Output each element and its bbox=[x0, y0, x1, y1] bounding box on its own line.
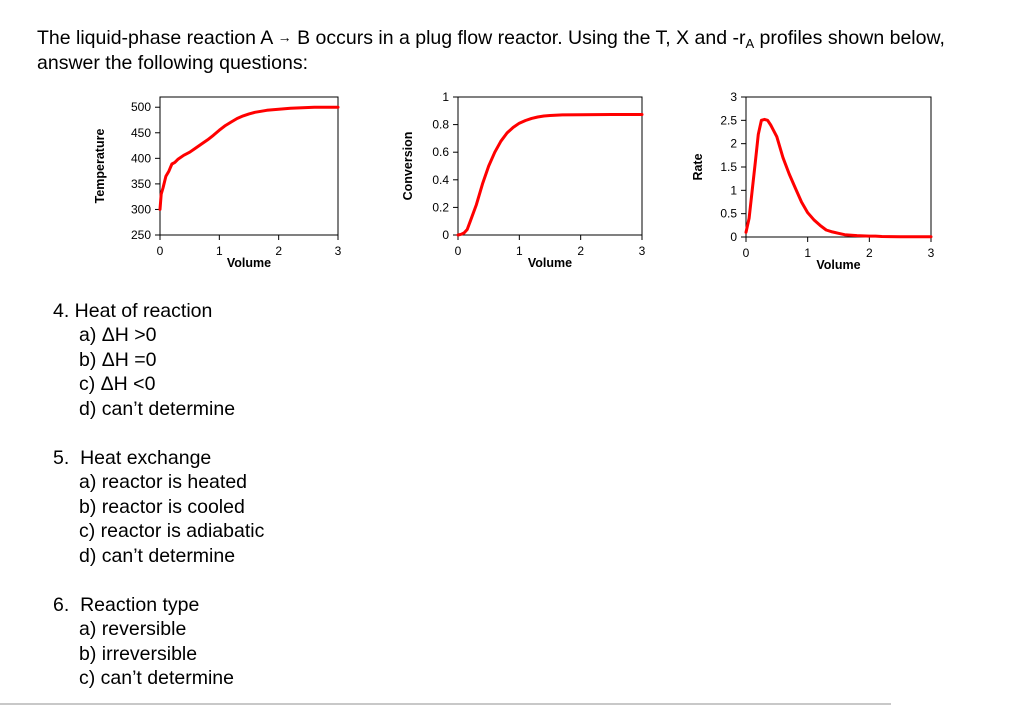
problem-statement-line-1: The liquid-phase reaction A → B occurs i… bbox=[37, 26, 1027, 51]
y-tick-label: 300 bbox=[131, 202, 151, 216]
plot-area bbox=[159, 96, 339, 236]
intro-text-b: B occurs in a plug flow reactor. Using t… bbox=[291, 27, 746, 49]
option-c: c) ΔH <0 bbox=[79, 373, 156, 396]
question-title: 6. Reaction type bbox=[53, 594, 200, 616]
x-tick-label: 0 bbox=[157, 244, 164, 258]
x-tick-label: 2 bbox=[275, 244, 282, 258]
temperature-chart-svg: 250 300 350 400 450 500 0 1 2 3 Volume Temperature bbox=[93, 96, 342, 270]
x-tick-label: 0 bbox=[743, 246, 750, 260]
y-tick-label: 1 bbox=[442, 90, 449, 104]
question-5: 5. Heat exchange a) reactor is heated b)… bbox=[53, 446, 264, 568]
x-tick-label: 1 bbox=[216, 244, 223, 258]
bottom-divider bbox=[0, 703, 891, 705]
y-tick-label: 3 bbox=[730, 90, 737, 104]
x-tick-label: 1 bbox=[804, 246, 811, 260]
option-b: b) reactor is cooled bbox=[79, 495, 245, 518]
option-a: a) ΔH >0 bbox=[79, 324, 157, 347]
option-c: c) reactor is adiabatic bbox=[79, 520, 265, 543]
plot-area bbox=[457, 96, 643, 236]
conversion-chart: 0 0.2 0.4 0.6 0.8 1 0 1 2 3 Volume Conversion bbox=[395, 85, 665, 285]
y-tick-label: 0.2 bbox=[432, 200, 449, 214]
y-tick-label: 400 bbox=[131, 151, 151, 165]
x-tick-label: 3 bbox=[335, 244, 342, 258]
x-tick-label: 0 bbox=[455, 244, 462, 258]
plot-area bbox=[745, 96, 932, 238]
option-d: d) can’t determine bbox=[79, 397, 236, 420]
y-tick-label: 500 bbox=[131, 100, 151, 114]
x-axis-label: Volume bbox=[528, 256, 572, 270]
data-series-line bbox=[744, 117, 933, 239]
y-tick-label: 0.8 bbox=[432, 118, 449, 132]
option-a: a) reactor is heated bbox=[79, 471, 248, 494]
option-c: c) can’t determine bbox=[79, 667, 234, 690]
y-axis-label: Temperature bbox=[93, 129, 107, 204]
y-tick-label: 0.6 bbox=[432, 145, 449, 159]
y-tick-label: 0.5 bbox=[720, 207, 737, 221]
option-a: a) reversible bbox=[79, 618, 187, 641]
x-tick-label: 1 bbox=[516, 244, 523, 258]
x-tick-label: 3 bbox=[639, 244, 646, 258]
data-series-line bbox=[456, 113, 644, 237]
question-title: 5. Heat exchange bbox=[53, 447, 212, 469]
reaction-arrow-icon: → bbox=[277, 29, 292, 45]
conversion-chart-svg: 0 0.2 0.4 0.6 0.8 1 0 1 2 3 Volume Conversion bbox=[401, 90, 646, 270]
problem-statement-line-2: answer the following questions: bbox=[37, 52, 308, 74]
y-tick-label: 250 bbox=[131, 228, 151, 242]
y-tick-label: 0.4 bbox=[432, 173, 449, 187]
y-tick-label: 0 bbox=[730, 230, 737, 244]
intro-text-c: profiles shown below, bbox=[754, 27, 945, 49]
question-6: 6. Reaction type a) reversible b) irreve… bbox=[53, 593, 234, 691]
rate-subscript: A bbox=[745, 36, 755, 51]
x-tick-label: 3 bbox=[928, 246, 935, 260]
option-b: b) irreversible bbox=[79, 642, 198, 665]
rate-chart-svg: 0 0.5 1 1.5 2 2.5 3 0 1 2 3 Volume Rate bbox=[691, 90, 935, 272]
rate-chart: 0 0.5 1 1.5 2 2.5 3 0 1 2 3 Volume Rate bbox=[685, 85, 955, 285]
y-tick-label: 1 bbox=[730, 183, 737, 197]
temperature-chart: 250 300 350 400 450 500 0 1 2 3 Volume Temperature bbox=[90, 85, 360, 285]
y-tick-label: 2.5 bbox=[720, 113, 737, 127]
option-d: d) can’t determine bbox=[79, 544, 236, 567]
question-4: 4. Heat of reaction a) ΔH >0 b) ΔH =0 c)… bbox=[53, 299, 235, 421]
question-title: 4. Heat of reaction bbox=[53, 300, 213, 322]
y-tick-label: 450 bbox=[131, 126, 151, 140]
x-tick-label: 2 bbox=[577, 244, 584, 258]
y-axis-label: Conversion bbox=[401, 132, 415, 201]
x-axis-label: Volume bbox=[816, 258, 860, 272]
data-series-line bbox=[158, 105, 340, 211]
y-tick-label: 1.5 bbox=[720, 160, 737, 174]
problem-statement: The liquid-phase reaction A → B occurs i… bbox=[37, 26, 1027, 75]
y-tick-label: 2 bbox=[730, 137, 737, 151]
intro-text-a: The liquid-phase reaction A bbox=[37, 27, 273, 49]
x-tick-label: 2 bbox=[866, 246, 873, 260]
x-axis-label: Volume bbox=[227, 256, 271, 270]
y-tick-label: 350 bbox=[131, 177, 151, 191]
y-axis-label: Rate bbox=[691, 153, 705, 180]
y-tick-label: 0 bbox=[442, 228, 449, 242]
option-b: b) ΔH =0 bbox=[79, 348, 157, 371]
